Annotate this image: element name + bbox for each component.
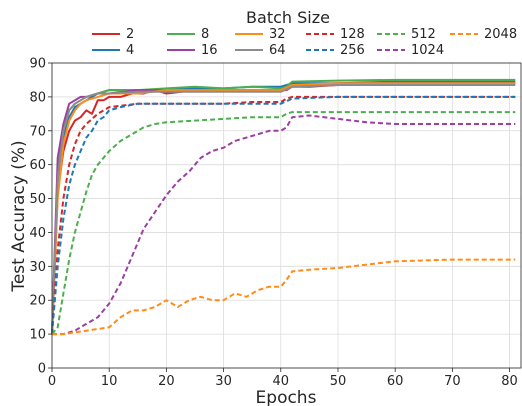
- series-line-16: [51, 82, 516, 335]
- legend-label-1024: 1024: [411, 43, 444, 58]
- x-tick-label: 50: [330, 374, 347, 389]
- x-tick-label: 30: [215, 374, 232, 389]
- series-line-128: [51, 95, 516, 335]
- grid: [51, 62, 521, 369]
- series-line-2048: [52, 258, 516, 336]
- x-axis-title: Epochs: [256, 388, 317, 406]
- series-line-64: [51, 84, 516, 335]
- legend-label-2: 2: [126, 27, 134, 42]
- series-line-1024: [52, 114, 516, 336]
- series-line-256: [51, 95, 516, 335]
- series-line-2: [51, 82, 516, 335]
- x-tick-label: 70: [444, 374, 461, 389]
- series-line-4: [51, 80, 516, 335]
- y-tick-label: 60: [29, 158, 46, 173]
- series-lines: [51, 78, 516, 336]
- y-axis-title: Test Accuracy (%): [9, 140, 29, 292]
- y-tick-label: 30: [29, 260, 46, 275]
- series-line-8: [51, 78, 516, 335]
- legend-label-2048: 2048: [484, 27, 517, 42]
- series-line-512: [51, 111, 516, 335]
- series-line-32: [51, 82, 516, 335]
- x-tick-label: 10: [101, 374, 118, 389]
- plot-frame: [51, 62, 522, 369]
- y-tick-label: 0: [38, 362, 46, 377]
- y-tick-label: 20: [29, 294, 46, 309]
- legend-label-16: 16: [201, 43, 218, 58]
- x-tick-label: 40: [273, 374, 290, 389]
- y-tick-label: 10: [29, 328, 46, 343]
- x-tick-label: 60: [387, 374, 404, 389]
- legend-label-128: 128: [340, 27, 365, 42]
- x-tick-label: 0: [48, 374, 56, 389]
- axes: Epochs Test Accuracy (%) 0 10 20 30 40 50 60 70…: [9, 57, 522, 406]
- y-tick-label: 50: [29, 192, 46, 207]
- y-tick-label: 90: [29, 57, 46, 72]
- legend-label-4: 4: [126, 43, 134, 58]
- legend-label-512: 512: [411, 27, 436, 42]
- x-tick-label: 20: [158, 374, 175, 389]
- y-tick-label: 70: [29, 124, 46, 139]
- legend-label-64: 64: [269, 43, 286, 58]
- y-tick-label: 40: [29, 226, 46, 241]
- legend-label-32: 32: [269, 27, 286, 42]
- legend-title: Batch Size: [246, 8, 330, 27]
- y-tick-label: 80: [29, 90, 46, 105]
- legend-label-256: 256: [340, 43, 365, 58]
- x-tick-label: 80: [501, 374, 518, 389]
- legend-label-8: 8: [201, 27, 209, 42]
